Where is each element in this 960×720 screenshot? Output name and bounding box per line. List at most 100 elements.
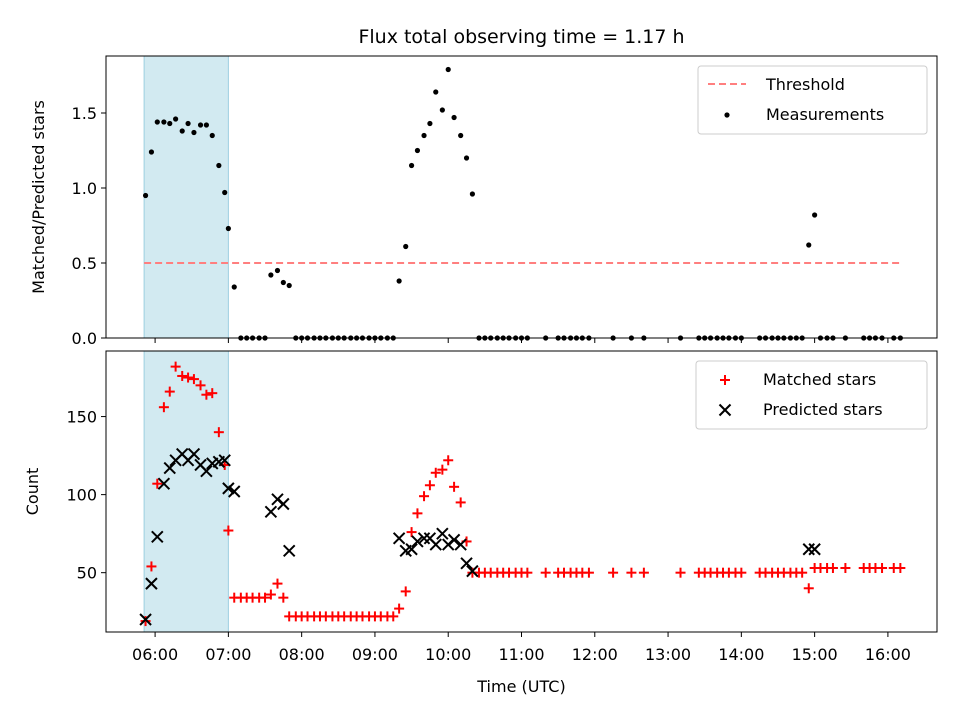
predicted-star-point [460,557,473,570]
measurement-point [173,116,179,122]
measurement-point [231,284,237,290]
matched-star-point [455,497,466,508]
measurements-legend-swatch [724,112,730,118]
matched-star-point [797,567,808,578]
predicted-star-point [145,577,158,590]
y-tick-label: 150 [66,408,97,427]
measurements-legend-label: Measurements [766,105,884,124]
measurement-point [203,122,209,128]
measurement-point [463,155,470,161]
predicted-star-point [392,532,406,545]
predicted-star-point [228,485,241,498]
y-tick-label: 1.5 [72,104,97,123]
x-tick-label: 08:00 [279,645,325,664]
x-axis-label: Time (UTC) [476,677,565,696]
predicted-star-point [151,530,164,543]
measurement-point [427,120,433,127]
predicted-star-point [447,533,461,547]
measurement-point [209,132,215,139]
x-tick-label: 10:00 [425,645,471,664]
matched-star-point [272,578,283,589]
matched-star-point [140,616,151,627]
y-tick-label: 50 [77,564,97,583]
matched-star-point [177,370,188,381]
matched-star-point [895,562,906,573]
predicted-star-point [163,461,176,475]
predicted-stars-legend-swatch [718,403,732,417]
matched-star-point [540,567,551,578]
predicted-star-point [222,482,235,495]
x-tick-label: 09:00 [352,645,398,664]
matched-star-point [170,361,181,372]
predicted-star-point [282,544,296,558]
matched-star-point [213,427,224,438]
matched-star-point [394,603,405,614]
matched-star-point [840,562,851,573]
chart-title: Flux total observing time = 1.17 h [358,26,684,48]
matched-star-point [736,567,747,578]
matched-star-point [877,562,888,573]
matched-star-point [207,388,218,399]
x-tick-label: 07:00 [205,645,251,664]
predicted-marker [718,403,732,417]
matched-marker [720,375,730,385]
measurement-point [414,147,421,154]
matched-star-point [424,480,435,491]
matched-star-point [183,372,194,383]
predicted-star-point [187,447,201,461]
measurement-point [408,162,415,169]
y-tick-label: 100 [66,486,97,505]
measurement-point [812,212,818,218]
predicted-star-point [218,454,231,467]
y-tick-label: 0.0 [72,329,97,348]
bottom-legend: Matched stars Predicted stars [695,360,928,430]
predicted-star-point [429,538,442,551]
predicted-star-point [139,613,152,626]
measurement-point [142,192,149,199]
matched-star-point [437,464,448,475]
matched-star-point [406,527,417,538]
matched-star-point [419,491,430,502]
measurement-point [268,272,274,278]
measurement-point [191,129,197,136]
measurement-point [222,189,228,196]
matched-star-point [152,478,163,489]
top-legend: Threshold Measurements [697,65,928,135]
matched-star-point [638,567,649,578]
matched-star-point [449,481,460,492]
measurement-point [197,122,204,128]
measurement-point [469,191,476,197]
measurement-point [179,128,185,134]
measurement-point [403,243,409,250]
measurement-point [161,119,167,125]
predicted-star-point [454,538,467,551]
matched-star-point [827,562,838,573]
bottom-y-axis-label: Count [23,468,42,516]
x-tick-label: 11:00 [498,645,544,664]
matched-star-point [388,611,399,622]
matched-star-point [164,386,175,397]
matched-star-point [188,374,199,385]
measurement-point [274,267,281,274]
y-tick-label: 0.5 [72,254,97,273]
predicted-star-point [277,497,290,511]
y-tick-label: 1.0 [72,179,97,198]
predicted-star-point [466,564,479,578]
matched-star-point [400,586,411,597]
matched-star-point [430,467,441,478]
predicted-star-point [157,477,171,490]
x-tick-label: 16:00 [865,645,911,664]
bottom-panel-counts: 50 100 150 06:00 07:00 08:00 09:00 10:00 11:00 1… [23,350,938,696]
predicted-star-point [417,532,431,545]
measurement-point [458,132,464,139]
predicted-star-point [200,464,213,478]
matched-star-point [675,567,686,578]
predicted-star-point [411,535,424,548]
measurement-point [439,107,445,113]
predicted-star-point [264,505,278,519]
measurement-point [225,225,231,232]
measurement-point [433,89,439,95]
x-tick-label: 13:00 [645,645,691,664]
matched-star-point [201,389,212,400]
matched-star-point [803,583,814,594]
